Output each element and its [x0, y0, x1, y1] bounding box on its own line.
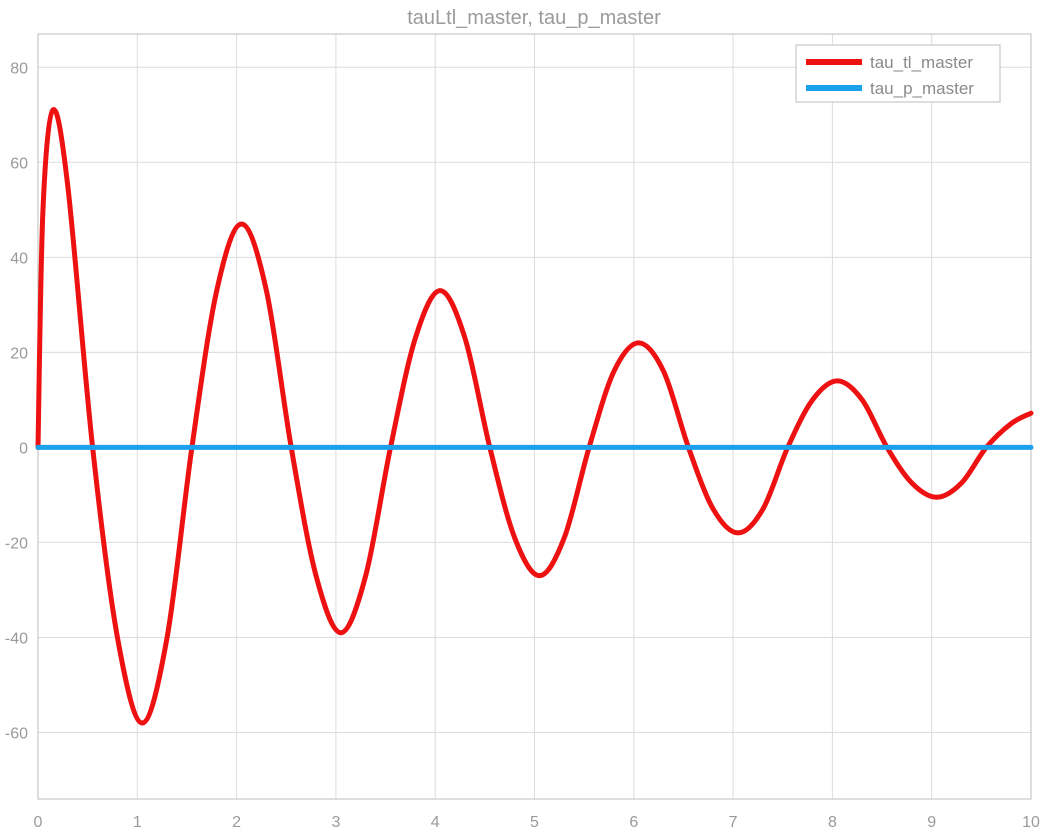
x-tick-label: 7 [729, 814, 738, 831]
x-tick-label: 8 [828, 814, 837, 831]
y-tick-label: 80 [10, 60, 28, 77]
y-tick-label: -20 [5, 535, 28, 552]
x-tick-label: 5 [530, 814, 539, 831]
y-tick-label: 60 [10, 155, 28, 172]
y-tick-label: -60 [5, 725, 28, 742]
legend: tau_tl_master tau_p_master [795, 44, 1001, 103]
x-tick-label: 9 [927, 814, 936, 831]
x-tick-label: 4 [431, 814, 440, 831]
legend-label-tau-p-master: tau_p_master [870, 79, 974, 98]
series-layer [35, 107, 1034, 726]
grid [38, 34, 1031, 799]
y-tick-label: -40 [5, 630, 28, 647]
y-tick-label: 20 [10, 345, 28, 362]
y-tick-label: 0 [19, 440, 28, 457]
chart-title: tauLtl_master, tau_p_master [407, 7, 661, 29]
x-tick-label: 3 [331, 814, 340, 831]
legend-box [795, 44, 1001, 103]
y-tick-label: 40 [10, 250, 28, 267]
x-tick-label: 1 [133, 814, 142, 831]
x-tick-label: 10 [1022, 814, 1040, 831]
series-line-tau-tl-master [35, 107, 1034, 726]
x-tick-label: 0 [34, 814, 43, 831]
x-axis-tick-labels: 0 1 2 3 4 5 6 7 8 9 10 [34, 814, 1040, 831]
y-axis-tick-labels: -60 -40 -20 0 20 40 60 80 [5, 60, 28, 742]
legend-label-tau-tl-master: tau_tl_master [870, 53, 973, 72]
x-tick-label: 2 [232, 814, 241, 831]
x-tick-label: 6 [629, 814, 638, 831]
